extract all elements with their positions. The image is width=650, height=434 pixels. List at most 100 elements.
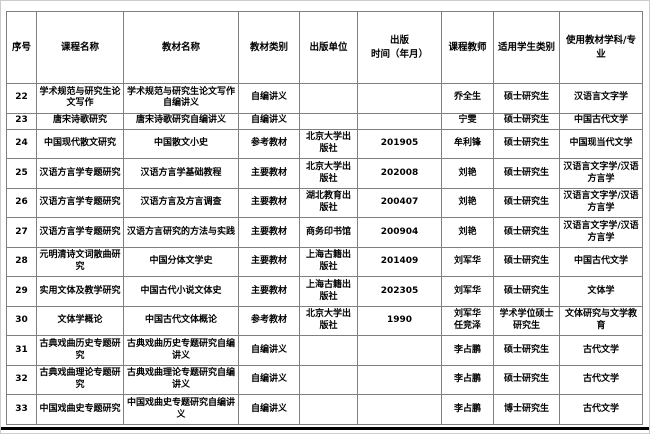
table-cell: 中国古代文学	[559, 246, 643, 278]
table-cell: 学术规范与研究生论文写作自编讲义	[123, 83, 239, 114]
table-cell: 古典戏曲理论专题研究自编讲义	[123, 364, 239, 396]
table-cell: 硕士研究生	[493, 128, 560, 160]
table-cell: 硕士研究生	[493, 112, 560, 130]
table-cell: 硕士研究生	[493, 335, 560, 366]
table-cell	[299, 394, 358, 425]
table-cell: 李占鹏	[441, 364, 494, 396]
header-row: 序号 课程名称 教材名称 教材类别 出版单位 出版 时间（年月） 课程教师 适用学生类别 使用教…	[6, 11, 643, 84]
table-cell: 刘艳	[441, 158, 494, 189]
table-cell	[299, 83, 358, 114]
table-cell: 25	[6, 158, 37, 189]
table-cell: 北京大学出版社	[299, 128, 358, 160]
table-row: 32 古典戏曲理论专题研究 古典戏曲理论专题研究自编讲义 自编讲义 李占鹏 硕士研究生 古代…	[6, 364, 643, 396]
table-cell: 中国散文小史	[123, 128, 239, 160]
table-cell: 上海古籍出版社	[299, 276, 358, 307]
table-cell: 201905	[357, 128, 442, 160]
table-cell: 硕士研究生	[493, 276, 560, 307]
table-row: 26 汉语方言学专题研究 汉语方言及方言调查 主要教材 湖北教育出版社 200407 刘艳硕…	[6, 187, 643, 219]
table-cell: 硕士研究生	[493, 187, 560, 219]
table-cell: 中国古代小说文体史	[123, 276, 239, 307]
column-header: 教材类别	[238, 11, 300, 84]
table-cell: 湖北教育出版社	[299, 187, 358, 219]
column-header: 使用教材学科/专业	[559, 11, 643, 84]
table-row: 24 中国现代散文研究 中国散文小史 参考教材 北京大学出版社 201905 牟利锋 硕士研究…	[6, 128, 643, 160]
table-cell	[299, 364, 358, 396]
column-header: 出版单位	[299, 11, 358, 84]
table-cell: 文体学	[559, 276, 643, 307]
table-cell: 汉语言文字学/汉语方言学	[559, 158, 643, 189]
table-row: 27 汉语方言学专题研究 汉语方言研究的方法与实践 主要教材 商务印书馆 200904 刘艳…	[6, 217, 643, 248]
table-cell: 30	[6, 305, 37, 337]
table-cell: 硕士研究生	[493, 158, 560, 189]
table-cell: 元明清诗文词散曲研究	[36, 246, 124, 278]
column-header: 适用学生类别	[493, 11, 560, 84]
table-cell: 文体学概论	[36, 305, 124, 337]
table-cell: 刘军华	[441, 276, 494, 307]
table-cell: 汉语方言研究的方法与实践	[123, 217, 239, 248]
table-cell: 中国古代文体概论	[123, 305, 239, 337]
table-cell: 自编讲义	[238, 364, 300, 396]
table-cell: 文体研究与文学教育	[559, 305, 643, 337]
table-cell: 上海古籍出版社	[299, 246, 358, 278]
table-cell: 汉语言文字学	[559, 83, 643, 114]
table-cell: 汉语方言学专题研究	[36, 187, 124, 219]
column-header: 课程名称	[36, 11, 124, 84]
table-row: 30 文体学概论 中国古代文体概论 参考教材 北京大学出版社 1990 刘军华 任竞泽 学术学…	[6, 305, 643, 337]
table-cell: 200407	[357, 187, 442, 219]
table-cell: 自编讲义	[238, 112, 300, 130]
table-cell: 实用文体及教学研究	[36, 276, 124, 307]
table-cell: 28	[6, 246, 37, 278]
table-cell: 中国分体文学史	[123, 246, 239, 278]
table-cell	[299, 335, 358, 366]
table-cell: 中国古代文学	[559, 112, 643, 130]
table-cell	[357, 335, 442, 366]
table-cell: 22	[6, 83, 37, 114]
table-cell: 古典戏曲历史专题研究自编讲义	[123, 335, 239, 366]
table-cell	[357, 112, 442, 130]
table-cell	[299, 112, 358, 130]
table-cell: 宁雯	[441, 112, 494, 130]
table-cell: 汉语言文字学/汉语方言学	[559, 187, 643, 219]
table-cell: 202008	[357, 158, 442, 189]
table-row: 31 古典戏曲历史专题研究 古典戏曲历史专题研究自编讲义 自编讲义 李占鹏 硕士研究生 古代…	[6, 335, 643, 366]
table-cell: 24	[6, 128, 37, 160]
table-cell: 中国现代散文研究	[36, 128, 124, 160]
table-cell: 古典戏曲理论专题研究	[36, 364, 124, 396]
table-cell: 刘军华 任竞泽	[441, 305, 494, 337]
table-cell: 硕士研究生	[493, 364, 560, 396]
table-cell: 主要教材	[238, 187, 300, 219]
table-cell: 主要教材	[238, 158, 300, 189]
table-cell: 硕士研究生	[493, 246, 560, 278]
table-cell: 北京大学出版社	[299, 158, 358, 189]
table-row: 28 元明清诗文词散曲研究 中国分体文学史 主要教材 上海古籍出版社 201409 刘军华硕…	[6, 246, 643, 278]
column-header: 课程教师	[441, 11, 494, 84]
table-cell: 学术规范与研究生论文写作	[36, 83, 124, 114]
table-cell: 硕士研究生	[493, 217, 560, 248]
table-cell	[357, 364, 442, 396]
table-cell: 乔全生	[441, 83, 494, 114]
table-cell: 自编讲义	[238, 83, 300, 114]
table-cell: 27	[6, 217, 37, 248]
table-cell: 1990	[357, 305, 442, 337]
table-cell: 古代文学	[559, 335, 643, 366]
table-body: 22 学术规范与研究生论文写作 学术规范与研究生论文写作自编讲义 自编讲义 乔全生 硕士研…	[6, 83, 643, 425]
table-row: 23 唐宋诗歌研究 唐宋诗歌研究自编讲义 自编讲义 宁雯 硕士研究生 中国古代文学	[6, 112, 643, 130]
table-cell: 汉语言文字学/汉语方言学	[559, 217, 643, 248]
table-cell: 参考教材	[238, 305, 300, 337]
table-cell: 博士研究生	[493, 394, 560, 425]
table-cell: 202305	[357, 276, 442, 307]
table-cell: 主要教材	[238, 246, 300, 278]
page-bottom-rule	[1, 427, 649, 430]
table-cell: 200904	[357, 217, 442, 248]
table-cell: 自编讲义	[238, 394, 300, 425]
table-cell: 中国现当代文学	[559, 128, 643, 160]
table-cell: 汉语方言学基础教程	[123, 158, 239, 189]
table-cell: 26	[6, 187, 37, 219]
table-cell: 李占鹏	[441, 335, 494, 366]
table-cell: 唐宋诗歌研究自编讲义	[123, 112, 239, 130]
table-cell: 学术学位硕士研究生	[493, 305, 560, 337]
table-cell: 唐宋诗歌研究	[36, 112, 124, 130]
table-cell: 北京大学出版社	[299, 305, 358, 337]
table-cell: 29	[6, 276, 37, 307]
table-cell: 古代文学	[559, 394, 643, 425]
